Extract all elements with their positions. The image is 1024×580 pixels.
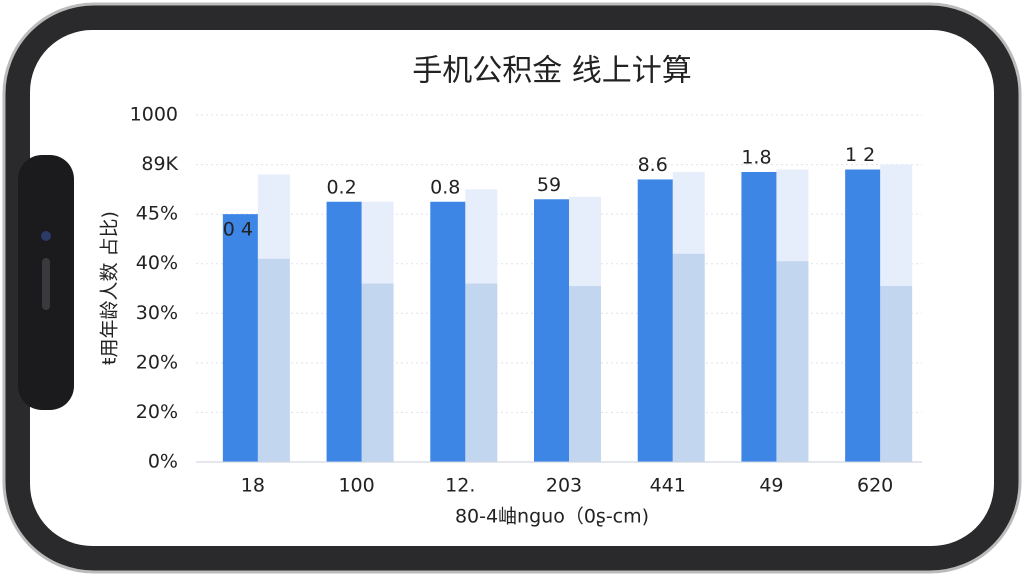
bar xyxy=(880,286,913,462)
annotation: 1 2 xyxy=(845,144,875,166)
x-tick-label: 441 xyxy=(650,475,686,497)
x-axis-label: 80-4岫nguo（0ʂ-cm) xyxy=(455,506,649,528)
y-tick-label: 20% xyxy=(136,351,178,373)
x-tick-label: 49 xyxy=(759,475,783,497)
bar xyxy=(845,169,881,462)
camera xyxy=(41,231,51,241)
x-tick-label: 203 xyxy=(546,475,582,497)
x-tick-label: 12. xyxy=(445,475,475,497)
speaker xyxy=(42,258,50,310)
annotation: 59 xyxy=(537,174,561,196)
bar xyxy=(430,201,466,462)
y-tick-label: 30% xyxy=(136,302,178,324)
bar xyxy=(222,214,258,462)
annotation: 0 4 xyxy=(223,219,253,241)
annotation: 8.6 xyxy=(638,154,668,176)
y-tick-label: 45% xyxy=(136,203,178,225)
annotation: 0.8 xyxy=(430,176,460,198)
bar xyxy=(361,283,394,462)
x-tick-label: 620 xyxy=(857,475,893,497)
y-tick-label: 20% xyxy=(136,401,178,423)
bar xyxy=(776,261,809,462)
bar xyxy=(534,199,569,462)
annotation: 1.8 xyxy=(741,147,771,169)
bar xyxy=(672,253,705,462)
bar xyxy=(741,172,777,462)
bar xyxy=(569,286,601,462)
y-tick-label: 1000 xyxy=(130,104,178,126)
x-tick-label: 100 xyxy=(338,475,374,497)
chart-title: 手机公积金 线上计算 xyxy=(412,54,692,89)
bar xyxy=(465,283,498,462)
y-tick-label: 40% xyxy=(136,252,178,274)
bar xyxy=(257,258,290,462)
y-axis-label: ŧ用年龄人数 占比) xyxy=(99,211,121,365)
bar xyxy=(637,179,673,462)
bar xyxy=(326,201,362,462)
y-tick-label: 89K xyxy=(141,153,178,175)
y-tick-label: 0% xyxy=(148,451,178,473)
annotation: 0.2 xyxy=(326,176,356,198)
x-tick-label: 18 xyxy=(241,475,265,497)
